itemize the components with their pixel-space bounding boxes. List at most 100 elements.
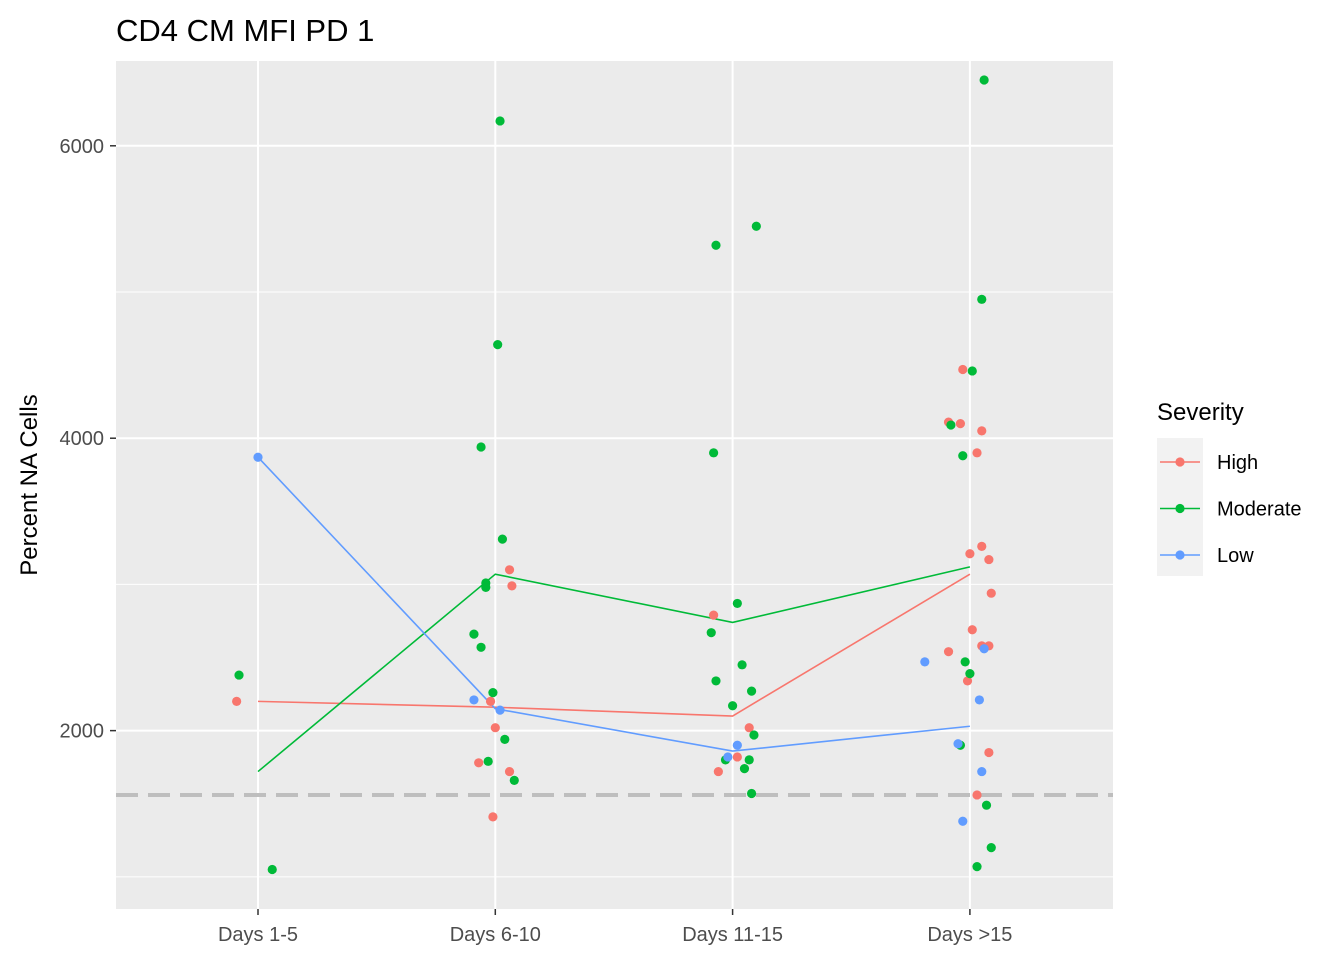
point-moderate (483, 756, 493, 766)
point-moderate (967, 366, 977, 376)
point-moderate (234, 670, 244, 680)
y-tick-label: 4000 (60, 428, 105, 450)
legend-title: Severity (1157, 399, 1244, 426)
legend-key-point (1175, 550, 1185, 560)
point-high (943, 647, 954, 657)
point-low (723, 752, 733, 762)
point-moderate (749, 730, 759, 740)
point-moderate (709, 448, 719, 458)
x-axis: Days 1-5 Days 6-10 Days 11-15 Days >15 (218, 909, 1012, 946)
point-moderate (746, 788, 757, 799)
point-moderate (979, 75, 989, 85)
point-low (977, 766, 987, 777)
point-high (972, 790, 982, 800)
x-tick-label: Days >15 (927, 924, 1012, 946)
x-tick-label: Days 6-10 (450, 924, 541, 946)
x-tick-label: Days 11-15 (682, 924, 783, 946)
point-moderate (728, 701, 738, 711)
point-moderate (744, 755, 754, 765)
point-moderate (732, 598, 742, 609)
point-low (979, 644, 989, 654)
point-high (485, 696, 496, 706)
point-low (253, 452, 263, 462)
point-moderate (746, 686, 757, 696)
point-high (744, 723, 754, 733)
point-high (958, 364, 968, 375)
y-axis-title: Percent NA Cells (16, 394, 43, 575)
x-tick-label: Days 1-5 (218, 924, 298, 946)
y-tick-label: 2000 (60, 721, 105, 743)
point-moderate (711, 240, 721, 250)
point-high (504, 766, 515, 777)
data-points (232, 75, 996, 875)
point-moderate (986, 842, 996, 853)
point-moderate (706, 628, 716, 638)
point-low (953, 739, 963, 749)
point-high (488, 812, 498, 822)
point-moderate (481, 582, 491, 592)
y-tick-label: 6000 (60, 136, 105, 158)
legend-key-point (1175, 503, 1185, 514)
legend-label: Moderate (1217, 499, 1302, 521)
point-high (972, 448, 982, 458)
point-high (504, 565, 515, 575)
y-axis: 2000 4000 6000 (60, 136, 116, 743)
legend-label: Low (1217, 545, 1254, 567)
legend-key-point (1175, 457, 1185, 467)
point-moderate (497, 534, 508, 544)
point-high (977, 426, 987, 436)
point-high (232, 696, 242, 706)
point-high (986, 588, 996, 598)
point-low (732, 740, 742, 750)
point-high (474, 758, 484, 768)
point-moderate (509, 775, 519, 785)
minor-gridlines (116, 291, 1113, 878)
point-high (984, 747, 994, 758)
chart-title: CD4 CM MFI PD 1 (116, 13, 374, 48)
point-high (732, 752, 742, 762)
point-high (507, 581, 517, 591)
point-moderate (493, 340, 503, 350)
point-moderate (495, 116, 505, 126)
point-moderate (960, 657, 970, 667)
point-high (965, 549, 975, 559)
point-high (709, 610, 719, 620)
point-low (469, 695, 479, 705)
point-low (920, 657, 930, 667)
point-moderate (965, 669, 975, 679)
point-moderate (958, 451, 968, 461)
series-line-moderate (257, 566, 971, 773)
point-moderate (751, 221, 761, 231)
point-moderate (977, 294, 987, 304)
point-high (962, 676, 973, 686)
point-moderate (946, 420, 956, 430)
point-high (967, 625, 977, 635)
point-moderate (737, 660, 747, 670)
point-moderate (469, 629, 479, 639)
series-lines (257, 456, 971, 773)
point-high (713, 766, 723, 777)
major-gridlines (116, 61, 1113, 909)
point-high (490, 723, 500, 733)
point-moderate (711, 676, 721, 686)
point-low (974, 695, 984, 705)
point-moderate (981, 800, 992, 810)
point-moderate (476, 642, 486, 652)
point-moderate (476, 442, 486, 452)
point-high (955, 418, 966, 429)
legend-label: High (1217, 452, 1258, 474)
point-moderate (972, 862, 982, 872)
point-high (977, 541, 987, 552)
point-moderate (500, 734, 510, 745)
point-moderate (739, 764, 750, 774)
plot-panel (116, 61, 1113, 909)
legend-items: High Moderate Low (1160, 452, 1302, 567)
point-high (984, 554, 994, 565)
point-low (958, 816, 968, 826)
legend: Severity High Moderate Low (1157, 399, 1302, 576)
point-moderate (267, 864, 277, 875)
point-moderate (488, 688, 498, 698)
series-line-high (257, 573, 971, 717)
